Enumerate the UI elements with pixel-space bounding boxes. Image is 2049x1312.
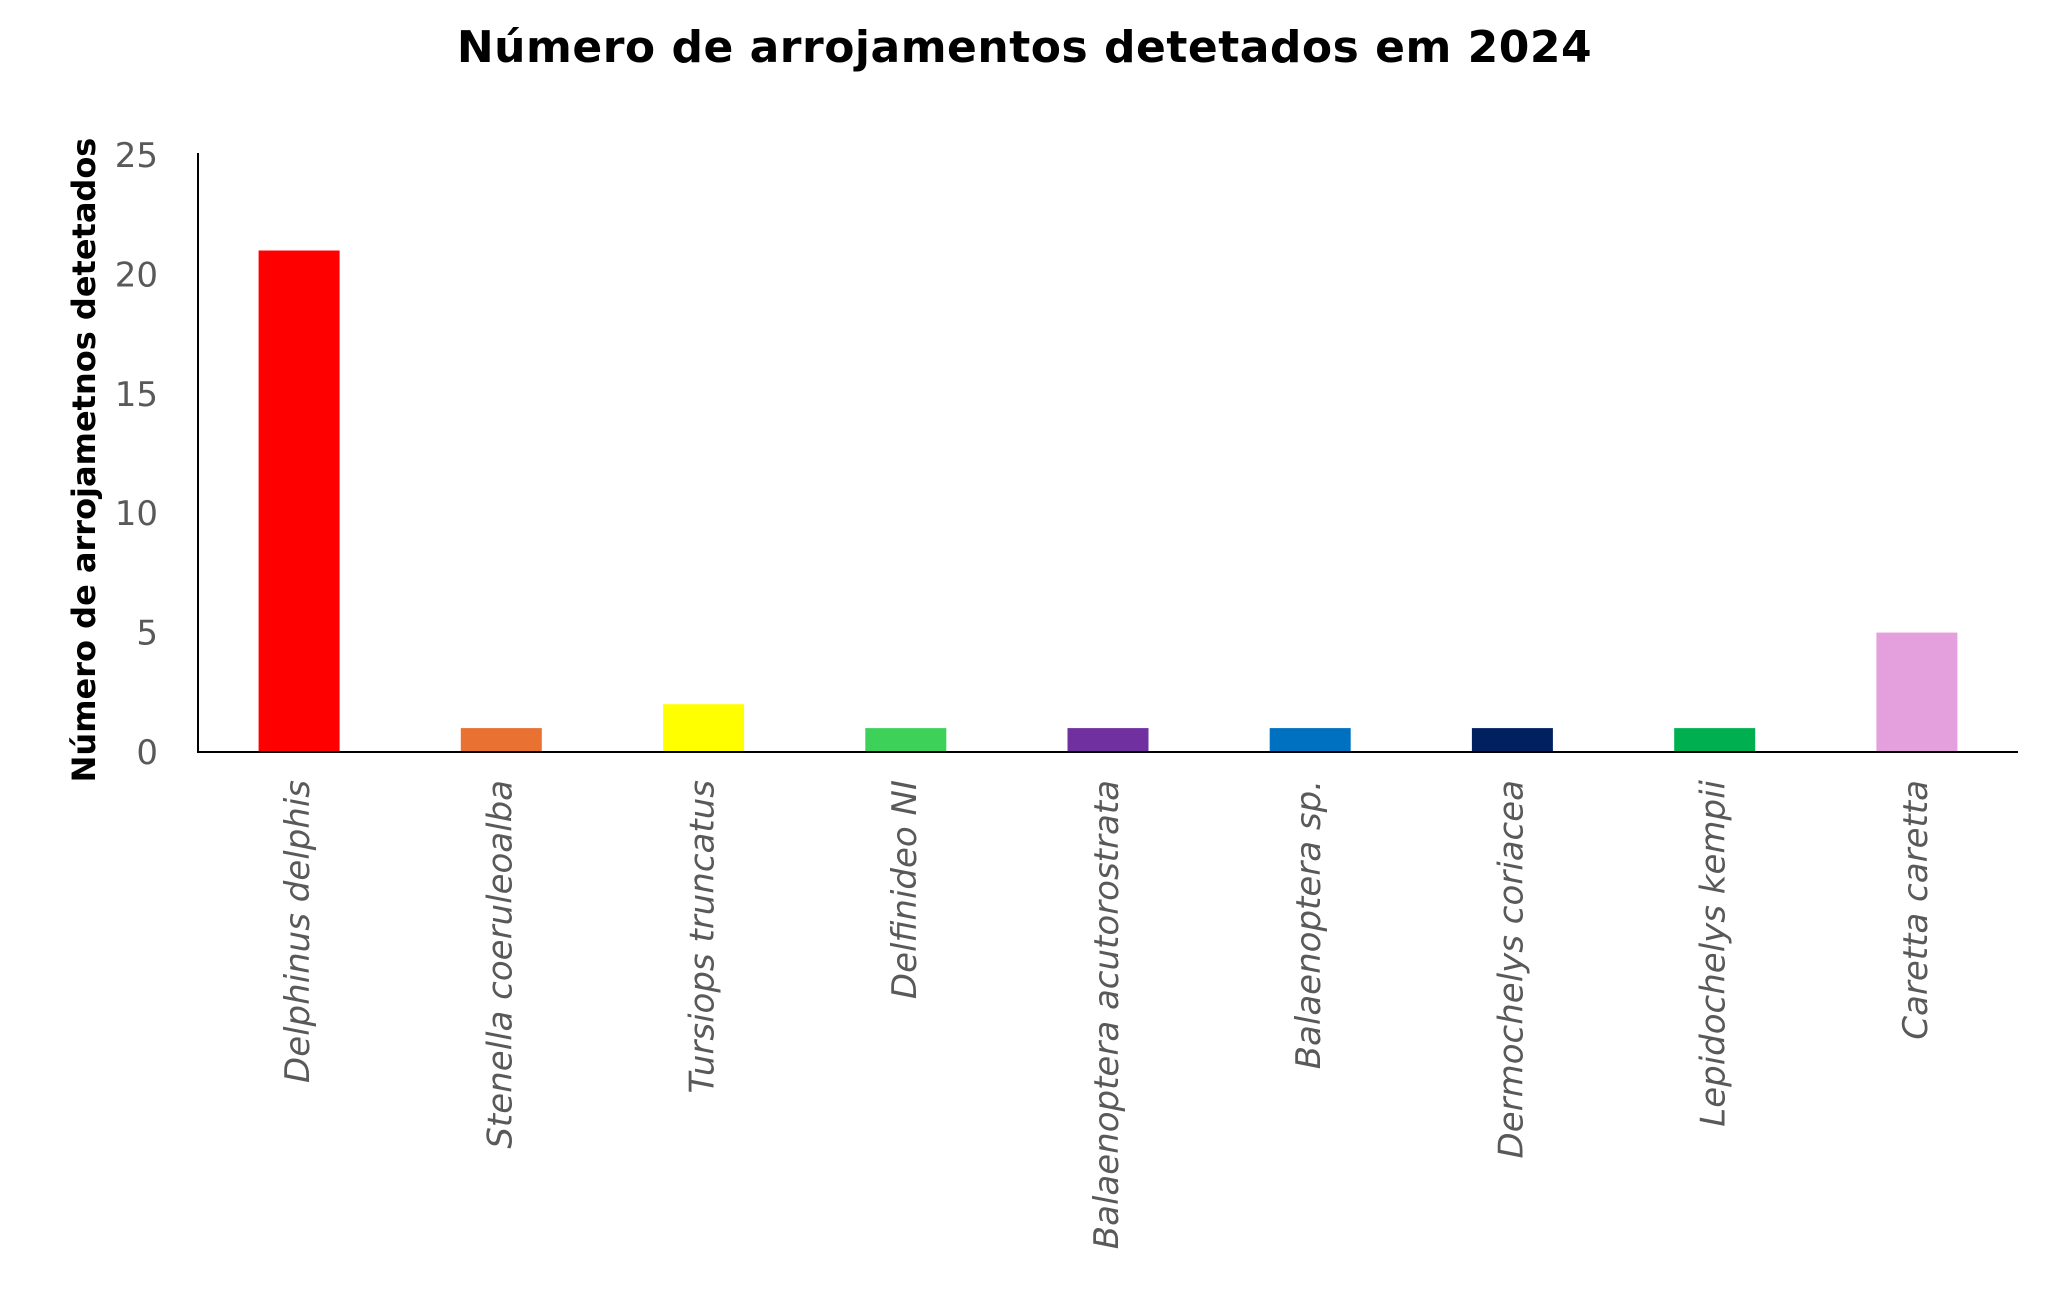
bar-0 [258,250,340,752]
x-tick-label-1: Stenella coeruleoalba [480,780,520,1149]
bars-group [258,250,1958,752]
x-tick-label-4: Balaenoptera acutorostrata [1087,780,1127,1249]
bar-3 [865,728,947,752]
bar-8 [1876,632,1958,752]
y-ticks-group: 0 5 10 15 20 25 [115,136,158,773]
x-tick-label-7: Lepidochelys kempii [1694,779,1734,1126]
bar-5 [1269,728,1351,752]
y-tick-label-5: 25 [115,136,158,176]
x-tick-label-0: Delphinus delphis [278,780,318,1083]
x-tick-label-8: Caretta caretta [1896,780,1936,1040]
x-tick-label-6: Dermochelys coriacea [1491,780,1531,1158]
y-tick-label-0: 0 [136,733,158,773]
bar-7 [1674,728,1756,752]
axes-group [197,153,2018,753]
y-tick-label-1: 5 [136,614,158,654]
bar-4 [1067,728,1149,752]
bar-6 [1471,728,1553,752]
x-labels-group: Delphinus delphis Stenella coeruleoalba Tu… [278,779,1936,1249]
x-tick-label-2: Tursiops truncatus [683,780,723,1093]
x-tick-label-5: Balaenoptera sp. [1289,780,1329,1069]
y-tick-label-4: 20 [115,255,158,295]
bar-1 [460,728,542,752]
bar-2 [663,704,745,752]
chart-title: Número de arrojamentos detetados em 2024 [456,22,1593,73]
y-tick-label-2: 10 [115,494,158,534]
x-tick-label-3: Delfinideo NI [885,780,925,999]
y-tick-label-3: 15 [115,375,158,415]
